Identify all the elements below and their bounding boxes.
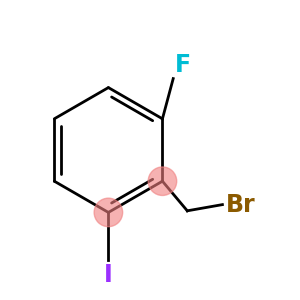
Text: F: F: [175, 53, 191, 77]
Circle shape: [148, 167, 177, 196]
Text: Br: Br: [225, 193, 255, 217]
Circle shape: [94, 198, 123, 227]
Text: I: I: [104, 263, 113, 287]
